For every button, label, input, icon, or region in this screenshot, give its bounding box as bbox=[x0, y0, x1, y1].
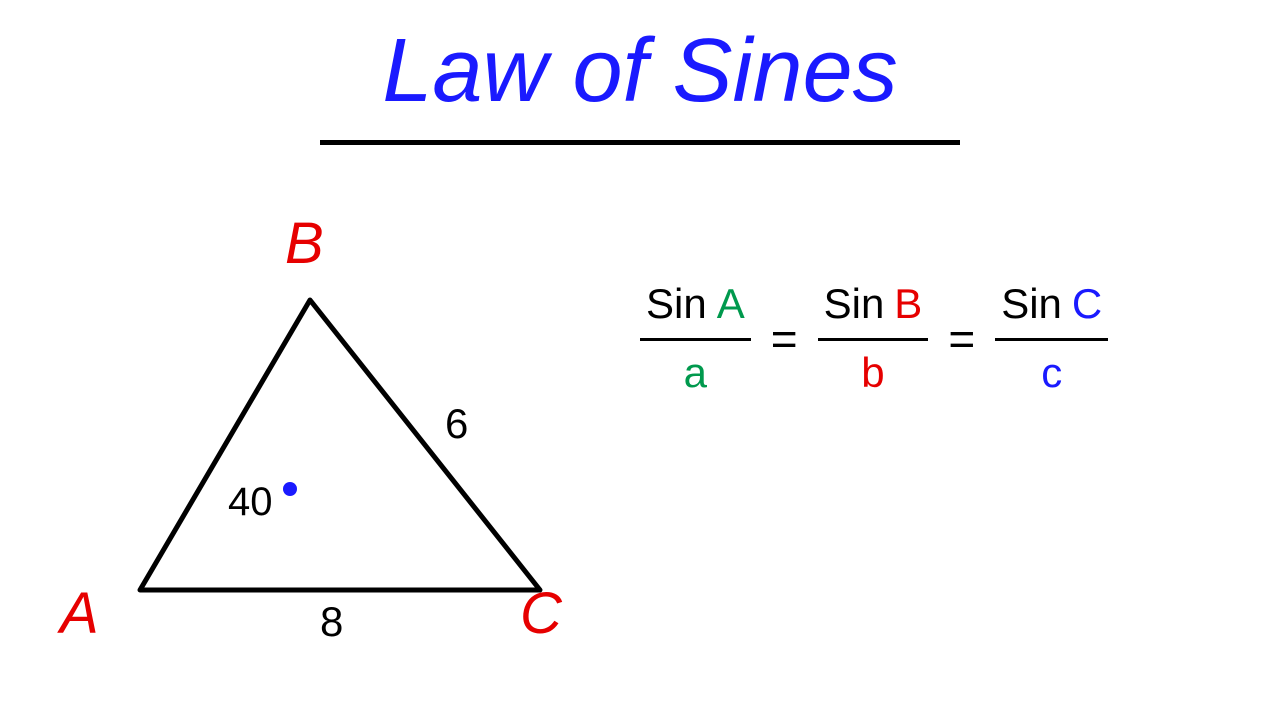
vertex-a-label: A bbox=[60, 580, 99, 647]
angle-a-symbol: A bbox=[717, 280, 745, 328]
fraction-bar bbox=[818, 338, 929, 341]
angle-b-symbol: B bbox=[894, 280, 922, 328]
title-text: Law of Sines bbox=[382, 21, 897, 121]
sin-word: Sin bbox=[824, 280, 885, 328]
angle-c-symbol: C bbox=[1072, 280, 1102, 328]
numerator-c: Sin C bbox=[995, 280, 1108, 332]
side-a-symbol: a bbox=[684, 347, 707, 397]
side-c-symbol: c bbox=[1041, 347, 1062, 397]
vertex-c-label: C bbox=[520, 580, 562, 647]
angle-degree-dot bbox=[283, 482, 297, 496]
title-underline bbox=[320, 140, 960, 145]
side-b-label: 8 bbox=[320, 598, 343, 646]
angle-label: 40 bbox=[228, 480, 273, 525]
fraction-bar bbox=[640, 338, 751, 341]
equals-sign: = bbox=[946, 312, 977, 366]
triangle-diagram: A B C 6 8 40 bbox=[60, 220, 580, 680]
side-a-label: 6 bbox=[445, 400, 468, 448]
numerator-a: Sin A bbox=[640, 280, 751, 332]
triangle-shape bbox=[140, 300, 540, 590]
vertex-b-label: B bbox=[285, 210, 324, 277]
sin-word: Sin bbox=[646, 280, 707, 328]
law-of-sines-formula: Sin A a = Sin B b = Sin C c bbox=[640, 280, 1108, 397]
fraction-bar bbox=[995, 338, 1108, 341]
fraction-c: Sin C c bbox=[995, 280, 1108, 397]
equals-sign: = bbox=[769, 312, 800, 366]
numerator-b: Sin B bbox=[818, 280, 929, 332]
sin-word: Sin bbox=[1001, 280, 1062, 328]
fraction-a: Sin A a bbox=[640, 280, 751, 397]
page-title: Law of Sines bbox=[382, 20, 897, 123]
fraction-b: Sin B b bbox=[818, 280, 929, 397]
side-b-symbol: b bbox=[861, 347, 884, 397]
